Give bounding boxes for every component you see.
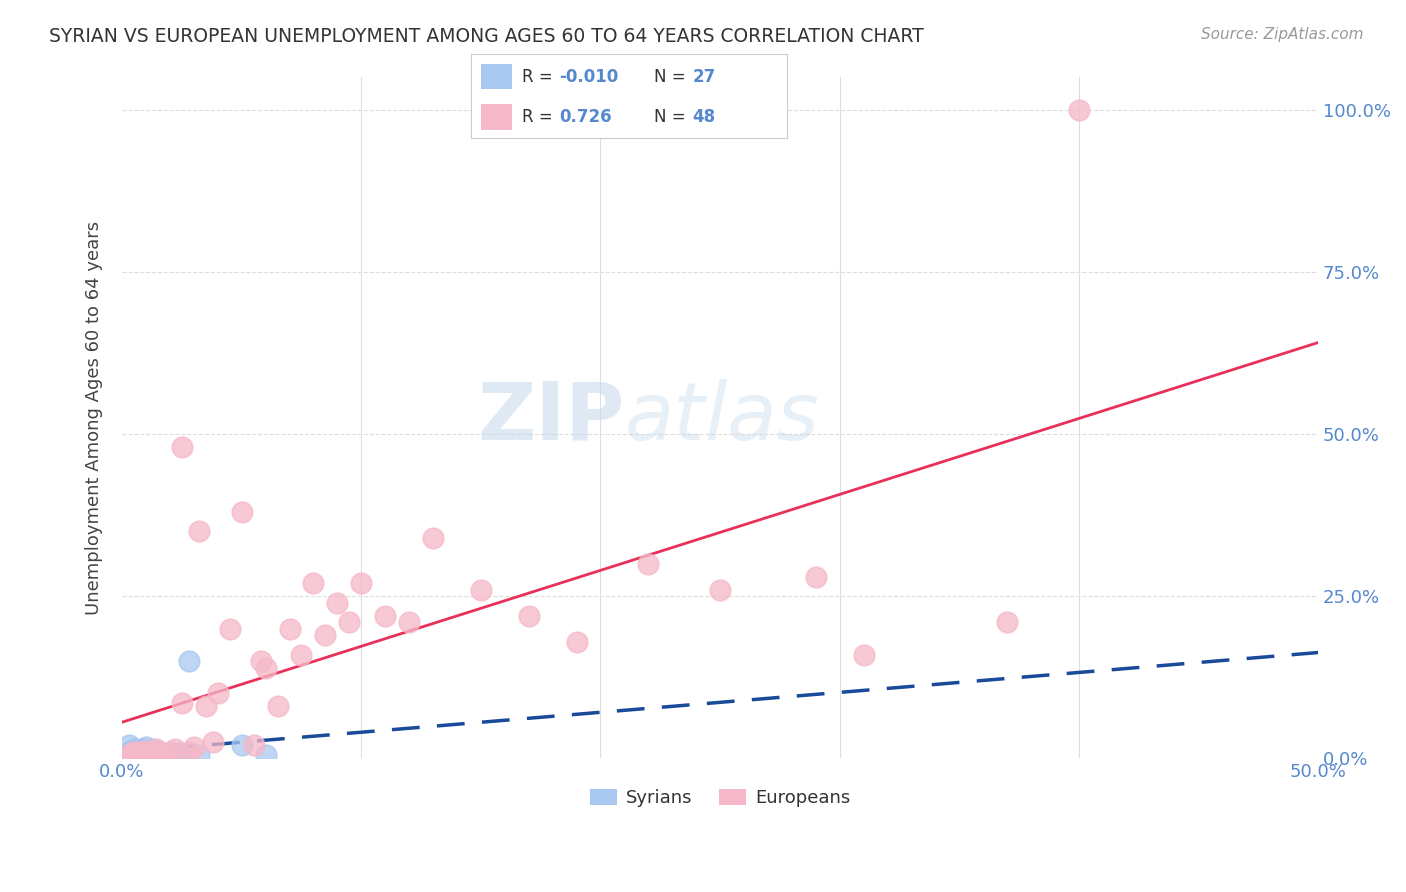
Point [242, 739, 264, 753]
Y-axis label: Unemployment Among Ages 60 to 64 years: Unemployment Among Ages 60 to 64 years [86, 221, 103, 615]
Point [132, 745, 155, 759]
Text: 0.726: 0.726 [560, 108, 612, 126]
Point [337, 615, 360, 629]
Point [153, 746, 176, 760]
Text: R =: R = [522, 69, 558, 87]
Point [170, 440, 193, 454]
Text: -0.010: -0.010 [560, 69, 619, 87]
Point [139, 746, 162, 760]
Point [139, 746, 162, 760]
Point [207, 686, 229, 700]
Point [326, 596, 349, 610]
Text: R =: R = [522, 108, 562, 126]
Point [254, 660, 277, 674]
Point [163, 749, 186, 764]
Point [135, 743, 157, 757]
Point [422, 531, 444, 545]
Point [187, 524, 209, 539]
Point [169, 746, 191, 760]
Point [302, 576, 325, 591]
Point [398, 615, 420, 629]
Point [122, 745, 145, 759]
Point [129, 741, 152, 756]
Point [145, 741, 167, 756]
Point [709, 582, 731, 597]
Text: ZIP: ZIP [477, 379, 624, 457]
Text: 48: 48 [693, 108, 716, 126]
Point [146, 745, 169, 759]
Point [995, 615, 1018, 629]
Point [170, 696, 193, 710]
Point [249, 654, 271, 668]
Point [187, 748, 209, 763]
Bar [481, 104, 512, 130]
Point [132, 749, 155, 764]
Point [637, 557, 659, 571]
Point [122, 748, 145, 763]
Point [121, 746, 143, 760]
Text: Source: ZipAtlas.com: Source: ZipAtlas.com [1201, 27, 1364, 42]
Point [470, 582, 492, 597]
Text: N =: N = [655, 108, 692, 126]
Point [135, 749, 157, 764]
Point [118, 745, 141, 759]
Point [183, 739, 205, 754]
Point [128, 746, 150, 760]
Point [177, 654, 200, 668]
Text: N =: N = [655, 69, 692, 87]
Point [231, 505, 253, 519]
Point [122, 741, 145, 756]
Point [804, 570, 827, 584]
Point [852, 648, 875, 662]
Point [314, 628, 336, 642]
Point [350, 576, 373, 591]
Point [142, 745, 165, 759]
Point [163, 741, 186, 756]
Legend: Syrians, Europeans: Syrians, Europeans [582, 781, 858, 814]
Point [162, 748, 184, 763]
Text: 27: 27 [693, 69, 716, 87]
Point [218, 622, 240, 636]
Point [254, 748, 277, 763]
Point [201, 735, 224, 749]
Point [290, 648, 312, 662]
Point [142, 741, 165, 756]
Point [118, 748, 141, 763]
Point [125, 743, 148, 757]
Point [125, 746, 148, 760]
Point [149, 748, 172, 763]
Point [374, 608, 396, 623]
Point [135, 739, 157, 754]
Point [129, 745, 152, 759]
Bar [481, 63, 512, 89]
Point [152, 746, 174, 760]
Point [159, 745, 181, 759]
Point [231, 739, 253, 753]
Point [153, 749, 176, 764]
Point [135, 745, 157, 759]
Point [1067, 103, 1090, 117]
Text: atlas: atlas [624, 379, 820, 457]
Point [565, 634, 588, 648]
Point [194, 699, 217, 714]
Point [278, 622, 301, 636]
Point [159, 745, 181, 759]
Point [517, 608, 540, 623]
Point [146, 745, 169, 759]
Point [121, 746, 143, 760]
Point [135, 748, 157, 763]
Point [152, 748, 174, 763]
Text: SYRIAN VS EUROPEAN UNEMPLOYMENT AMONG AGES 60 TO 64 YEARS CORRELATION CHART: SYRIAN VS EUROPEAN UNEMPLOYMENT AMONG AG… [49, 27, 924, 45]
Point [177, 745, 200, 759]
Point [118, 739, 141, 753]
Point [266, 699, 288, 714]
